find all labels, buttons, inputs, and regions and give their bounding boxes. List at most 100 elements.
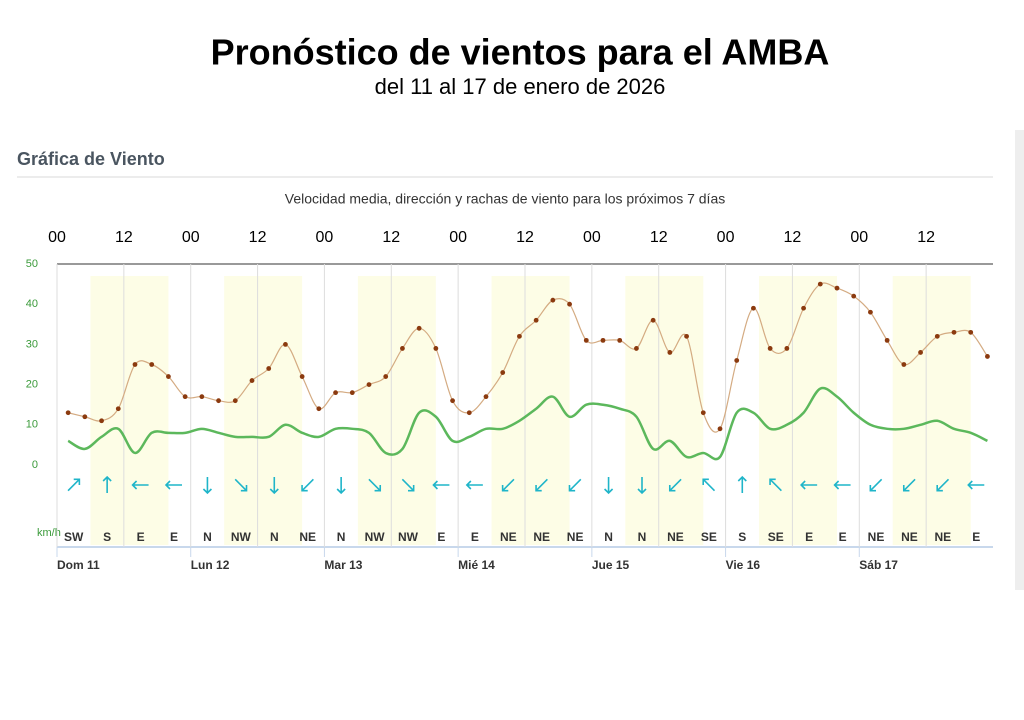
wind-arrow-shape xyxy=(465,480,483,490)
wind-arrow-shape xyxy=(637,477,647,495)
x-tick-label: 12 xyxy=(115,229,133,246)
wind-arrow-shape xyxy=(102,475,112,493)
wind-arrow xyxy=(800,480,818,490)
direction-label: NW xyxy=(365,530,386,544)
wind-arrow-shape xyxy=(668,478,682,492)
x-tick-label: 12 xyxy=(784,229,802,246)
data-point xyxy=(383,374,389,379)
direction-label: SW xyxy=(64,530,84,544)
data-point xyxy=(951,329,957,335)
x-tick-label: 00 xyxy=(850,229,868,246)
day-label: Vie 16 xyxy=(726,558,761,572)
x-tick-label: 12 xyxy=(249,229,267,246)
data-point xyxy=(650,317,656,323)
wind-arrow-shape xyxy=(131,480,149,490)
wind-arrow xyxy=(269,477,279,495)
direction-label: NE xyxy=(935,530,952,544)
data-point xyxy=(349,390,355,396)
day-label: Sáb 17 xyxy=(859,558,898,572)
direction-label: NE xyxy=(533,530,550,544)
direction-label: N xyxy=(638,530,647,544)
wind-arrow-shape xyxy=(769,478,782,492)
daytime-band xyxy=(625,276,704,545)
direction-label: N xyxy=(270,530,279,544)
data-point xyxy=(617,337,623,343)
wind-arrow xyxy=(833,480,851,490)
x-tick-label: 12 xyxy=(917,229,935,246)
wind-arrow-shape xyxy=(967,480,985,490)
wind-arrow xyxy=(465,480,483,490)
wind-arrow xyxy=(368,478,382,492)
data-point xyxy=(550,297,556,303)
wind-arrow xyxy=(702,478,716,492)
day-label: Lun 12 xyxy=(191,558,230,572)
data-point xyxy=(166,374,171,379)
wind-arrow-shape xyxy=(202,477,212,495)
data-point xyxy=(968,329,974,335)
data-point xyxy=(99,418,104,424)
data-point xyxy=(483,394,489,400)
wind-arrow-shape xyxy=(568,478,582,492)
wind-arrow-shape xyxy=(902,478,916,492)
data-point xyxy=(634,346,639,351)
direction-label: E xyxy=(805,530,813,544)
wind-arrow xyxy=(164,480,182,490)
y-unit: km/h xyxy=(37,527,61,539)
data-point xyxy=(717,426,723,432)
data-point xyxy=(500,370,506,375)
wind-arrow xyxy=(902,478,916,492)
data-point xyxy=(366,382,372,387)
data-point xyxy=(416,325,422,331)
direction-label: NE xyxy=(868,530,885,544)
direction-label: E xyxy=(471,530,479,544)
direction-label: N xyxy=(203,530,212,544)
chart-title: Velocidad media, dirección y rachas de v… xyxy=(285,191,725,207)
data-point xyxy=(567,301,572,307)
data-point xyxy=(450,398,455,404)
direction-label: SE xyxy=(701,530,717,544)
data-point xyxy=(700,410,706,416)
daytime-band xyxy=(892,276,971,545)
direction-label: NE xyxy=(901,530,918,544)
data-point xyxy=(533,317,539,323)
wind-arrow-shape xyxy=(164,480,182,490)
x-tick-label: 12 xyxy=(382,229,400,246)
direction-label: E xyxy=(839,530,847,544)
wind-arrow xyxy=(336,477,346,495)
daytime-band xyxy=(491,276,570,545)
wind-arrow-shape xyxy=(833,480,851,490)
data-point xyxy=(784,346,790,351)
wind-arrow-shape xyxy=(535,478,548,492)
day-label: Dom 11 xyxy=(57,558,100,572)
data-point xyxy=(182,394,188,400)
data-point xyxy=(851,293,857,299)
data-point xyxy=(433,346,439,351)
data-point xyxy=(583,337,589,343)
data-point xyxy=(115,406,121,412)
data-point xyxy=(934,333,940,339)
x-tick-label: 00 xyxy=(717,229,735,246)
data-point xyxy=(868,309,873,315)
day-label: Mié 14 xyxy=(458,558,495,572)
data-point xyxy=(817,281,823,287)
y-tick-label: 10 xyxy=(26,419,38,431)
data-point xyxy=(333,390,338,396)
wind-arrow xyxy=(668,478,682,492)
wind-arrow xyxy=(67,478,81,492)
wind-arrow xyxy=(568,478,582,492)
wind-arrow xyxy=(301,478,314,492)
wind-arrow-shape xyxy=(368,478,382,492)
direction-label: NE xyxy=(500,530,517,544)
y-tick-label: 40 xyxy=(26,298,38,310)
wind-arrow xyxy=(234,478,248,492)
wind-arrow xyxy=(401,478,415,492)
wind-arrow xyxy=(131,480,149,490)
data-point xyxy=(149,362,155,367)
wind-arrow-shape xyxy=(702,478,716,492)
direction-label: E xyxy=(170,530,178,544)
day-label: Mar 13 xyxy=(324,558,362,572)
wind-arrow-shape xyxy=(234,478,248,492)
wind-arrow xyxy=(869,478,883,492)
data-point xyxy=(918,350,923,355)
